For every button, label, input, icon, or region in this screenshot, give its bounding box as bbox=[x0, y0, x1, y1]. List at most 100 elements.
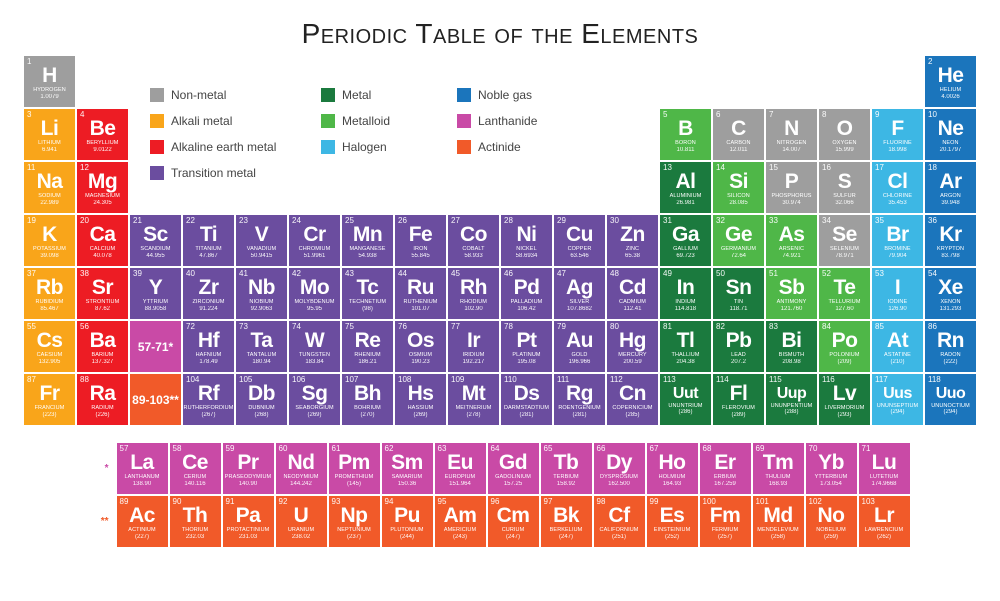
atomic-number: 40 bbox=[186, 270, 195, 278]
element-cell: 77IrIRIDIUM192.217 bbox=[448, 321, 499, 372]
element-cell: 104RfRUTHERFORDIUM(267) bbox=[183, 374, 234, 425]
atomic-number: 36 bbox=[928, 217, 937, 225]
element-symbol: N bbox=[784, 118, 799, 139]
element-symbol: Au bbox=[566, 330, 593, 351]
atomic-mass: (257) bbox=[718, 534, 732, 540]
atomic-mass: (209) bbox=[837, 359, 851, 365]
element-cell: 82PbLEAD207.2 bbox=[713, 321, 764, 372]
atomic-mass: 158.92 bbox=[557, 481, 575, 487]
element-cell: 16SSULFUR32.066 bbox=[819, 162, 870, 213]
element-cell: 84PoPOLONIUM(209) bbox=[819, 321, 870, 372]
element-cell: 39YYTTRIUM88.9058 bbox=[130, 268, 181, 319]
element-cell: 51SbANTIMONY121.760 bbox=[766, 268, 817, 319]
atomic-mass: 190.23 bbox=[411, 359, 429, 365]
atomic-mass: 183.84 bbox=[305, 359, 323, 365]
atomic-mass: 178.49 bbox=[199, 359, 217, 365]
atomic-number: 7 bbox=[769, 111, 773, 119]
atomic-mass: 126.90 bbox=[888, 306, 906, 312]
element-symbol: Th bbox=[183, 505, 208, 526]
element-symbol: Sm bbox=[391, 452, 423, 473]
atomic-number: 14 bbox=[716, 164, 725, 172]
atomic-number: 39 bbox=[133, 270, 142, 278]
element-symbol: Uup bbox=[777, 386, 807, 402]
element-cell: 11NaSODIUM22.989 bbox=[24, 162, 75, 213]
element-symbol: Cl bbox=[888, 171, 908, 192]
element-cell: 8OOXYGEN15.999 bbox=[819, 109, 870, 160]
element-symbol: Tc bbox=[357, 277, 379, 298]
atomic-number: 58 bbox=[173, 445, 182, 453]
element-symbol: Rn bbox=[937, 330, 964, 351]
element-symbol: He bbox=[938, 65, 964, 86]
element-cell: 56BaBARIUM137.327 bbox=[77, 321, 128, 372]
atomic-number: 103 bbox=[862, 498, 875, 506]
element-symbol: S bbox=[838, 171, 852, 192]
element-cell: 61PmPROMETHIUM(145) bbox=[329, 443, 380, 494]
atomic-mass: 204.38 bbox=[676, 359, 694, 365]
atomic-mass: 9.0122 bbox=[93, 147, 111, 153]
atomic-mass: 138.90 bbox=[133, 481, 151, 487]
element-symbol: W bbox=[305, 330, 324, 351]
legend-item: Non-metal bbox=[150, 88, 315, 102]
element-cell: 18ArARGON39.948 bbox=[925, 162, 976, 213]
element-cell: 70YbYTTERBIUM173.054 bbox=[806, 443, 857, 494]
element-symbol: Ar bbox=[939, 171, 961, 192]
atomic-number: 10 bbox=[928, 111, 937, 119]
legend-label: Halogen bbox=[342, 140, 387, 154]
element-cell: 6CCARBON12.011 bbox=[713, 109, 764, 160]
atomic-number: 85 bbox=[875, 323, 884, 331]
element-cell: 30ZnZINC65.38 bbox=[607, 215, 658, 266]
element-cell: 32GeGERMANIUM72.64 bbox=[713, 215, 764, 266]
atomic-mass: (98) bbox=[362, 306, 373, 312]
element-cell: 12MgMAGNESIUM24.305 bbox=[77, 162, 128, 213]
element-symbol: Cf bbox=[608, 505, 629, 526]
atomic-number: 48 bbox=[610, 270, 619, 278]
atomic-number: 76 bbox=[398, 323, 407, 331]
atomic-number: 102 bbox=[809, 498, 822, 506]
element-symbol: Mn bbox=[353, 224, 382, 245]
atomic-mass: (286) bbox=[678, 409, 692, 415]
atomic-number: 4 bbox=[80, 111, 84, 119]
atomic-number: 8 bbox=[822, 111, 826, 119]
element-symbol: Ta bbox=[251, 330, 273, 351]
atomic-mass: 39.948 bbox=[941, 200, 959, 206]
atomic-mass: (270) bbox=[360, 412, 374, 418]
atomic-number: 22 bbox=[186, 217, 195, 225]
element-cell: 46PdPALLADIUM106.42 bbox=[501, 268, 552, 319]
atomic-mass: 32.066 bbox=[835, 200, 853, 206]
atomic-number: 25 bbox=[345, 217, 354, 225]
atomic-mass: 118.71 bbox=[730, 306, 748, 312]
atomic-number: 21 bbox=[133, 217, 142, 225]
element-symbol: Ge bbox=[725, 224, 752, 245]
atomic-mass: 200.59 bbox=[623, 359, 641, 365]
atomic-mass: 173.054 bbox=[820, 481, 842, 487]
element-symbol: Gd bbox=[499, 452, 527, 473]
element-symbol: Pd bbox=[514, 277, 540, 298]
element-cell: 69TmTHULIUM168.93 bbox=[753, 443, 804, 494]
element-cell: 23VVANADIUM50.9415 bbox=[236, 215, 287, 266]
atomic-mass: 164.93 bbox=[663, 481, 681, 487]
element-cell: 58CeCERIUM140.116 bbox=[170, 443, 221, 494]
element-symbol: Ga bbox=[672, 224, 699, 245]
atomic-number: 89 bbox=[120, 498, 129, 506]
legend-item: Transition metal bbox=[150, 166, 315, 180]
atomic-mass: 102.90 bbox=[464, 306, 482, 312]
atomic-number: 75 bbox=[345, 323, 354, 331]
atomic-number: 23 bbox=[239, 217, 248, 225]
element-symbol: Fr bbox=[40, 383, 60, 404]
element-symbol: Nb bbox=[248, 277, 275, 298]
element-symbol: Fl bbox=[730, 383, 748, 404]
legend-item: Actinide bbox=[457, 140, 587, 154]
atomic-number: 118 bbox=[928, 376, 941, 384]
element-cell: 107BhBOHRIUM(270) bbox=[342, 374, 393, 425]
legend-swatch bbox=[321, 114, 335, 128]
atomic-number: 65 bbox=[544, 445, 553, 453]
atomic-number: 32 bbox=[716, 217, 725, 225]
atomic-mass: 127.60 bbox=[835, 306, 853, 312]
atomic-number: 51 bbox=[769, 270, 778, 278]
element-cell: 29CuCOPPER63.546 bbox=[554, 215, 605, 266]
element-cell: 65TbTERBIUM158.92 bbox=[541, 443, 592, 494]
element-symbol: Ir bbox=[467, 330, 480, 351]
atomic-number: 3 bbox=[27, 111, 31, 119]
element-cell: 68ErERBIUM167.259 bbox=[700, 443, 751, 494]
atomic-number: 79 bbox=[557, 323, 566, 331]
